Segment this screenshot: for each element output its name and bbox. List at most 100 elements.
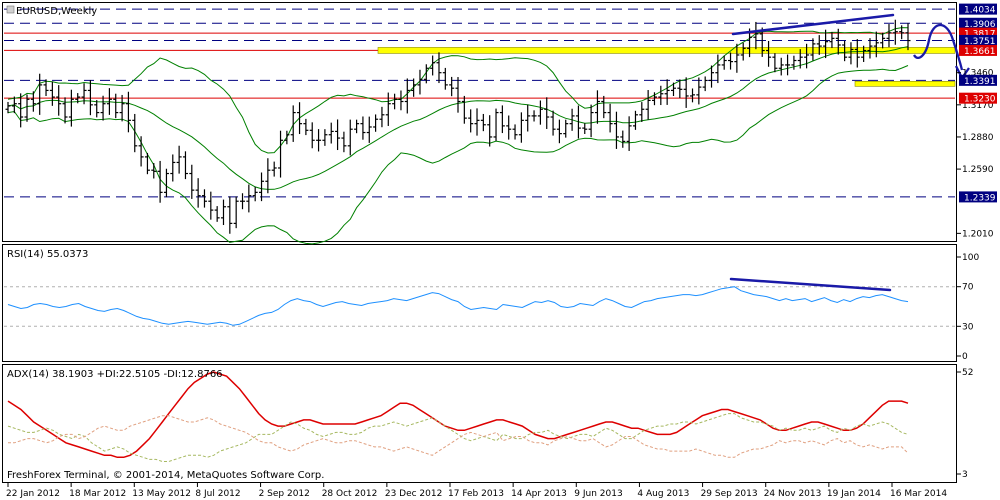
price-badge — [959, 74, 997, 86]
ohlc-bar — [322, 129, 328, 146]
time-axis: 22 Jan 2012 18 Mar 2012 13 May 2012 8 Jul 2… — [6, 483, 947, 499]
price-axis: 1.3460 1.3170 1.2880 1.2590 1.2010 1.4034 1.39… — [957, 3, 997, 239]
ohlc-bar — [5, 101, 11, 114]
ohlc-bar — [531, 110, 537, 122]
ohlc-bar — [278, 130, 284, 178]
rsi-panel-frame — [2, 244, 957, 362]
ohlc-bar — [75, 93, 81, 104]
time-tick-label: 19 Jan 2014 — [827, 489, 881, 499]
ohlc-bar — [259, 172, 265, 202]
ohlc-bar — [816, 35, 822, 55]
ohlc-bar — [474, 108, 480, 136]
ohlc-bar — [144, 152, 150, 175]
ohlc-bar — [43, 79, 49, 97]
ohlc-bar — [290, 105, 296, 142]
ohlc-bar — [899, 25, 905, 40]
ohlc-bar — [512, 124, 518, 140]
ohlc-bar — [436, 52, 442, 84]
ohlc-bar — [379, 106, 385, 128]
time-tick-label: 2 Sep 2012 — [259, 489, 310, 499]
ohlc-bar — [506, 115, 512, 140]
time-tick-label: 24 Nov 2013 — [764, 489, 822, 499]
rsi-trendline — [729, 277, 892, 292]
ohlc-bar — [873, 31, 879, 58]
adx-series-adx — [7, 371, 909, 459]
ohlc-bar — [702, 76, 708, 92]
ohlc-bar — [354, 119, 360, 134]
price-tick-label: 1.2880 — [962, 133, 994, 143]
ohlc-bar — [518, 112, 524, 143]
ohlc-bar — [106, 88, 112, 115]
ohlc-bar — [601, 95, 607, 119]
panel-frames — [2, 2, 957, 483]
ohlc-bar — [677, 79, 683, 99]
ohlc-bar — [842, 41, 848, 62]
time-tick-label: 28 Oct 2012 — [322, 489, 378, 499]
ohlc-bar — [62, 97, 68, 124]
ohlc-bar — [151, 163, 157, 179]
ohlc-bar — [690, 88, 696, 103]
ohlc-bar — [734, 43, 740, 73]
time-tick-label: 14 Apr 2013 — [511, 489, 567, 499]
ohlc-bar — [328, 122, 334, 144]
time-tick-label: 9 Jun 2013 — [574, 489, 622, 499]
ohlc-bar — [417, 69, 423, 95]
price-badge-label: 1.3391 — [964, 77, 996, 87]
ohlc-bar — [575, 105, 581, 139]
ohlc-bar — [442, 67, 448, 90]
ohlc-bar — [271, 161, 277, 177]
price-tick-label: 1.3170 — [962, 101, 994, 111]
ohlc-bar — [430, 55, 436, 76]
ohlc-bar — [759, 27, 765, 57]
ohlc-bar — [835, 28, 841, 55]
time-tick-label: 17 Feb 2013 — [448, 489, 504, 499]
adx-series-di — [8, 415, 909, 458]
price-levels — [4, 8, 955, 198]
price-badge — [959, 27, 997, 39]
ohlc-bar — [715, 54, 721, 84]
ohlc-bar — [182, 151, 188, 180]
ohlc-bar — [613, 111, 619, 149]
ohlc-bar — [639, 102, 645, 122]
time-tick-label: 8 Jul 2012 — [195, 489, 240, 499]
ohlc-bar — [119, 94, 125, 122]
time-tick-label: 29 Sep 2013 — [701, 489, 758, 499]
ohlc-bar — [499, 105, 505, 134]
ohlc-bar — [385, 92, 391, 126]
price-badge-label: 1.3817 — [964, 30, 996, 40]
ohlc-bar — [651, 92, 657, 106]
ohlc-bar — [113, 93, 119, 119]
ohlc-bar — [297, 102, 303, 135]
ohlc-bar — [848, 42, 854, 65]
ohlc-bar — [37, 73, 43, 115]
ohlc-bar — [240, 193, 246, 210]
time-tick-label: 22 Jan 2012 — [6, 489, 60, 499]
price-badge — [959, 191, 997, 203]
price-badge-label: 1.3661 — [964, 47, 996, 57]
ohlc-bar — [569, 108, 575, 131]
ohlc-bar — [721, 55, 727, 70]
ohlc-bar — [645, 90, 651, 120]
ohlc-bar — [138, 136, 144, 167]
rsi-tick-label: 70 — [962, 283, 974, 293]
ohlc-bar — [823, 29, 829, 59]
forecast-arrow — [913, 23, 964, 71]
ohlc-bar — [132, 113, 138, 153]
ohlc-bar — [563, 119, 569, 138]
ohlc-bar — [556, 119, 562, 144]
ohlc-bar — [392, 93, 398, 110]
ohlc-bar — [480, 113, 486, 132]
price-tick-label: 1.3460 — [962, 69, 994, 79]
ohlc-bar — [220, 199, 226, 226]
price-badge — [959, 92, 997, 104]
ohlc-bar — [766, 40, 772, 67]
ohlc-bar — [709, 65, 715, 88]
adx-axis: 52 3 — [957, 368, 973, 480]
ohlc-bar — [791, 55, 797, 70]
ohlc-bar — [582, 123, 588, 134]
adx-tick-label: 3 — [962, 470, 968, 480]
ohlc-bar — [728, 52, 734, 70]
price-badge-label: 1.3906 — [964, 20, 996, 30]
ohlc-bar — [804, 43, 810, 69]
